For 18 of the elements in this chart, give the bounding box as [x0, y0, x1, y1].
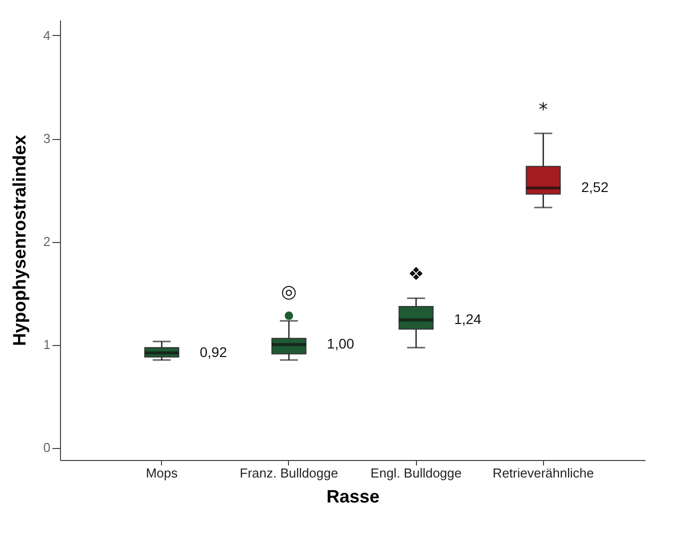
annotation: 0,92 [200, 344, 228, 360]
y-tick-label: 2 [43, 234, 50, 250]
x-tick-label: Franz. Bulldogge [240, 466, 338, 480]
y-tick-label: 3 [43, 131, 50, 146]
annotation: 1,24 [454, 310, 482, 327]
x-tick-label: Mops [146, 466, 178, 480]
y-tick-label: 1 [43, 337, 50, 352]
annotation: 1,00 [326, 336, 354, 352]
x-tick-label: Retrieverähnliche [492, 466, 594, 480]
x-tick-label: Engl. Bulldogge [370, 466, 462, 480]
y-tick-label: 4 [43, 28, 50, 43]
annotation: * [538, 99, 548, 120]
annotation: ◎ [281, 282, 297, 303]
x-axis-title: Rasse [326, 486, 380, 506]
y-axis-title: Hypophysenrostralindex [9, 134, 30, 346]
annotation: ❖ [408, 264, 424, 286]
annotation: 2,52 [581, 178, 609, 195]
y-tick-label: 0 [43, 440, 50, 456]
